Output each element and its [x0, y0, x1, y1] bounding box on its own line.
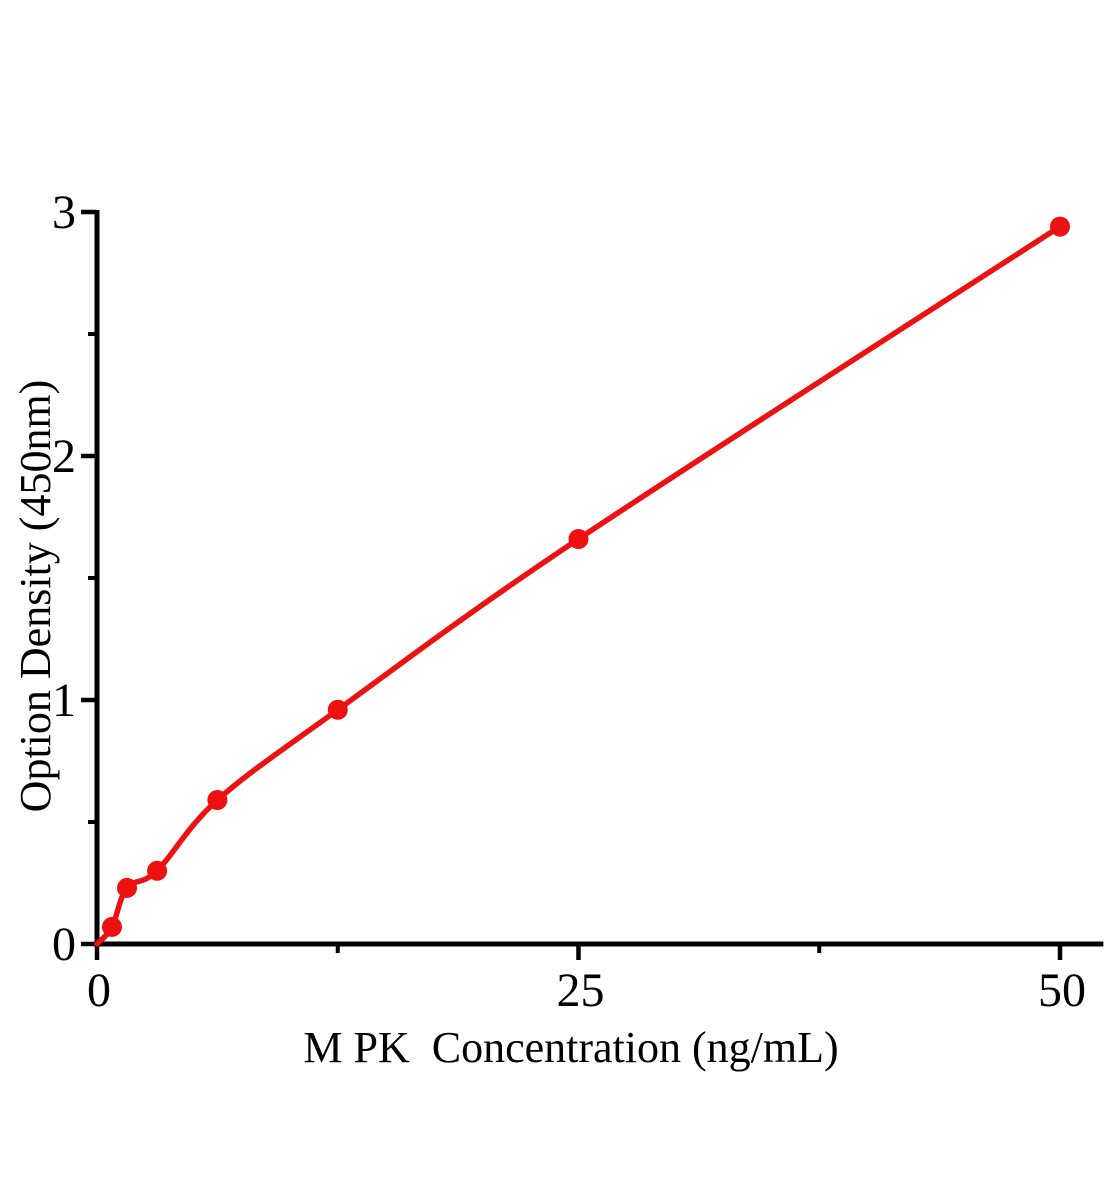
- x-tick-label-25: 25: [557, 964, 605, 1017]
- data-point-3.12: [147, 860, 168, 881]
- data-point-1.56: [117, 877, 137, 898]
- y-tick-label-0: 0: [52, 918, 76, 971]
- y-tick-label-3: 3: [52, 186, 76, 239]
- data-point-6.25: [207, 790, 228, 810]
- fit-curve-line: [94, 223, 1063, 947]
- x-tick-label-50: 50: [1038, 964, 1086, 1017]
- y-axis-title: Option Density (450nm): [11, 380, 60, 813]
- axes: [94, 210, 1104, 947]
- data-point-12.5: [327, 699, 348, 720]
- y-tick-label-1: 1: [52, 674, 76, 727]
- x-tick-label-0: 0: [87, 964, 111, 1017]
- y-tick-label-2: 2: [52, 430, 76, 483]
- x-axis-title: M PK Concentration (ng/mL): [303, 1023, 838, 1072]
- axis-ticks: [81, 209, 1063, 960]
- axis-tick-labels: 0 1 2 3 0 25 50: [52, 186, 1086, 1017]
- data-point-0.78: [102, 916, 122, 937]
- data-points: [102, 216, 1070, 937]
- data-point-50: [1050, 216, 1070, 237]
- data-point-25: [568, 529, 589, 549]
